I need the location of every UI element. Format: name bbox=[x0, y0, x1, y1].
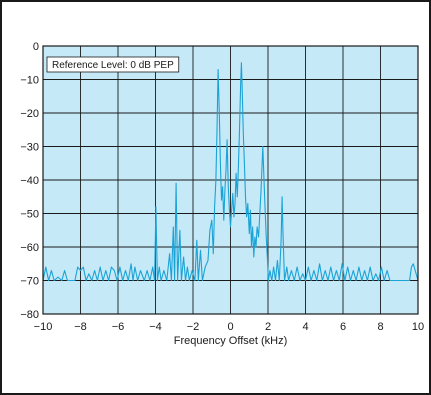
y-tick-label: −70 bbox=[20, 276, 39, 288]
x-tick-label: 8 bbox=[377, 321, 383, 333]
x-tick-label: −10 bbox=[34, 321, 53, 333]
plot-border bbox=[42, 45, 419, 315]
y-tick-label: −80 bbox=[20, 309, 39, 321]
y-tick-label: −40 bbox=[20, 175, 39, 187]
x-tick-label: −6 bbox=[112, 321, 125, 333]
spectrum-trace bbox=[42, 62, 419, 282]
y-tick-label: −20 bbox=[20, 108, 39, 120]
x-tick-label: −4 bbox=[149, 321, 162, 333]
y-tick-label: −50 bbox=[20, 209, 39, 221]
reference-level-label: Reference Level: 0 dB PEP bbox=[52, 60, 174, 71]
x-tick-label: 6 bbox=[340, 321, 346, 333]
y-tick-label: −10 bbox=[20, 75, 39, 87]
x-axis-label: Frequency Offset (kHz) bbox=[174, 335, 288, 347]
x-tick-labels: −10 −8 −6 −4 −2 0 2 4 6 8 10 bbox=[34, 321, 424, 333]
y-tick-labels: 0 −10 −20 −30 −40 −50 −60 −70 −80 bbox=[20, 41, 39, 321]
x-tick-label: 4 bbox=[302, 321, 308, 333]
y-tick-label: 0 bbox=[33, 41, 39, 53]
x-tick-label: −2 bbox=[187, 321, 200, 333]
x-tick-label: 10 bbox=[412, 321, 424, 333]
reference-level-legend: Reference Level: 0 dB PEP bbox=[46, 56, 180, 73]
legend-box bbox=[46, 56, 180, 73]
x-tick-label: −8 bbox=[74, 321, 87, 333]
y-tick-label: −30 bbox=[20, 142, 39, 154]
x-tick-label: 0 bbox=[227, 321, 233, 333]
x-tick-label: 2 bbox=[265, 321, 271, 333]
y-tick-label: −60 bbox=[20, 242, 39, 254]
